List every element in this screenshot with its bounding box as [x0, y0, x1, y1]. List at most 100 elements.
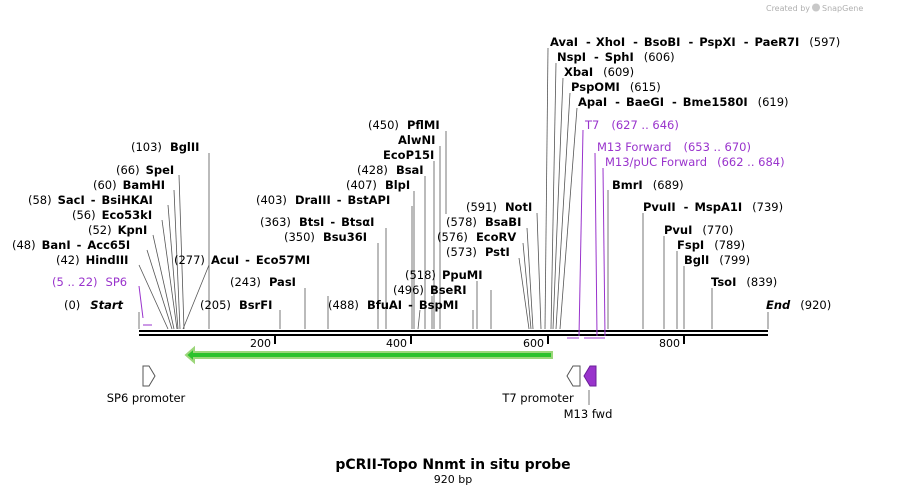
svg-text:800: 800	[659, 337, 680, 350]
site-bgli[interactable]: BglI (799)	[684, 253, 750, 267]
svg-text:(205)BsrFI: (205) BsrFI	[200, 298, 272, 312]
site-bamhi[interactable]: (60) BamHI	[93, 178, 165, 192]
svg-text:(0)Start: (0) Start	[64, 298, 124, 312]
svg-text:(5 .. 22)SP6: (5 .. 22) SP6	[52, 275, 127, 289]
svg-text:(48)BanI-Acc65I: (48) BanI - Acc65I	[12, 238, 130, 252]
site-pflmi[interactable]: (450) PflMI	[368, 118, 440, 132]
svg-text:BmrI(689): BmrI (689)	[612, 178, 684, 192]
svg-text:(573)PstI: (573) PstI	[446, 245, 510, 259]
site-acui[interactable]: (277) AcuI - Eco57MI	[174, 253, 310, 267]
site-m13-puc-forward[interactable]: M13/pUC Forward (662 .. 684)	[605, 155, 785, 169]
site-draiii[interactable]: (403) DraIII - BstAPI	[256, 193, 390, 207]
svg-text:TsoI(839): TsoI (839)	[711, 275, 777, 289]
site-bmri[interactable]: BmrI (689)	[612, 178, 684, 192]
svg-text:(103)BglII: (103) BglII	[131, 140, 199, 154]
end-label[interactable]: End (920)	[766, 298, 831, 312]
site-bsai[interactable]: (428) BsaI	[357, 163, 424, 177]
map-length: 920 bp	[434, 473, 472, 486]
site-pvuii[interactable]: PvuII - MspA1I (739)	[643, 200, 783, 214]
svg-text:(42)HindIII: (42) HindIII	[56, 253, 128, 267]
site-btsi[interactable]: (363) BtsI - BtsαI	[260, 215, 374, 229]
m13-fwd-label: M13 fwd	[564, 407, 613, 421]
svg-text:End(920): End (920)	[766, 298, 831, 312]
site-ppumi[interactable]: (518) PpuMI	[405, 268, 483, 282]
svg-text:PvuI(770): PvuI (770)	[664, 223, 733, 237]
svg-text:(243)PasI: (243) PasI	[230, 275, 296, 289]
sp6-promoter[interactable]: SP6 promoter	[107, 365, 186, 405]
site-ecorv[interactable]: (576) EcoRV	[437, 230, 516, 244]
insert-arrow[interactable]	[184, 345, 553, 365]
site-avai[interactable]: AvaI - XhoI - BsoBI - PspXI - PaeR7I (597)	[550, 35, 840, 49]
site-hindiii[interactable]: (42) HindIII	[56, 253, 128, 267]
axis-tick-200: 200	[250, 336, 276, 350]
svg-text:(56)Eco53kI: (56) Eco53kI	[72, 208, 152, 222]
svg-text:(450)PflMI: (450) PflMI	[368, 118, 440, 132]
site-fspi[interactable]: FspI (789)	[677, 238, 745, 252]
site-pspomi[interactable]: PspOMI (615)	[571, 80, 661, 94]
svg-text:T7(627 .. 646): T7 (627 .. 646)	[584, 118, 679, 132]
svg-text:EcoP15I: EcoP15I	[383, 148, 434, 162]
site-bglii[interactable]: (103) BglII	[131, 140, 199, 154]
site-psti[interactable]: (573) PstI	[446, 245, 510, 259]
m13-fwd[interactable]: M13 fwd	[564, 365, 613, 421]
svg-text:(58)SacI-BsiHKAI: (58) SacI - BsiHKAI	[28, 193, 153, 207]
svg-text:XbaI(609): XbaI (609)	[564, 65, 634, 79]
site-eco53ki[interactable]: (56) Eco53kI	[72, 208, 152, 222]
svg-text:PvuII-MspA1I(739): PvuII - MspA1I (739)	[643, 200, 783, 214]
site-bsrfi[interactable]: (205) BsrFI	[200, 298, 272, 312]
axis-tick-800: 800	[659, 336, 685, 350]
site-bsu36i[interactable]: (350) Bsu36I	[284, 230, 367, 244]
site-tsoi[interactable]: TsoI (839)	[711, 275, 777, 289]
site-sp6[interactable]: (5 .. 22) SP6	[52, 275, 127, 289]
svg-text:(488)BfuAI-BspMI: (488) BfuAI - BspMI	[328, 298, 458, 312]
svg-text:PspOMI(615): PspOMI (615)	[571, 80, 661, 94]
svg-text:(496)BseRI: (496) BseRI	[393, 283, 466, 297]
site-bsabi[interactable]: (578) BsaBI	[446, 215, 521, 229]
svg-text:(60)BamHI: (60) BamHI	[93, 178, 165, 192]
site-spei[interactable]: (66) SpeI	[116, 163, 174, 177]
site-pvui[interactable]: PvuI (770)	[664, 223, 733, 237]
sp6-promoter-label: SP6 promoter	[107, 391, 186, 405]
site-bseri[interactable]: (496) BseRI	[393, 283, 466, 297]
svg-text:400: 400	[386, 337, 407, 350]
svg-text:(578)BsaBI: (578) BsaBI	[446, 215, 521, 229]
svg-text:(407)BlpI: (407) BlpI	[346, 178, 410, 192]
site-pasi[interactable]: (243) PasI	[230, 275, 296, 289]
site-m13-forward[interactable]: M13 Forward (653 .. 670)	[597, 140, 751, 154]
site-alwni[interactable]: AlwNI	[398, 133, 435, 147]
svg-text:200: 200	[250, 337, 271, 350]
backbone[interactable]	[139, 330, 768, 336]
site-xbai[interactable]: XbaI (609)	[564, 65, 634, 79]
t7-promoter-label: T7 promoter	[501, 391, 574, 405]
svg-text:FspI(789): FspI (789)	[677, 238, 745, 252]
site-ecop15i[interactable]: EcoP15I	[383, 148, 434, 162]
svg-text:BglI(799): BglI (799)	[684, 253, 750, 267]
svg-text:(403)DraIII-BstAPI: (403) DraIII - BstAPI	[256, 193, 390, 207]
site-bfuai[interactable]: (488) BfuAI - BspMI	[328, 298, 458, 312]
t7-promoter[interactable]: T7 promoter	[501, 365, 581, 405]
site-kpni[interactable]: (52) KpnI	[88, 223, 147, 237]
site-nspi[interactable]: NspI - SphI (606)	[557, 50, 675, 64]
svg-text:(277)AcuI-Eco57MI: (277) AcuI - Eco57MI	[174, 253, 310, 267]
site-apai[interactable]: ApaI - BaeGI - Bme1580I (619)	[578, 95, 789, 109]
svg-text:ApaI-BaeGI-Bme1580I(619): ApaI - BaeGI - Bme1580I (619)	[578, 95, 789, 109]
svg-text:(66)SpeI: (66) SpeI	[116, 163, 174, 177]
axis-tick-400: 400	[386, 336, 412, 350]
start-label[interactable]: (0) Start	[64, 298, 124, 312]
map-title: pCRII-Topo Nnmt in situ probe	[335, 457, 570, 473]
leader-lines	[138, 47, 769, 330]
svg-text:(576)EcoRV: (576) EcoRV	[437, 230, 516, 244]
svg-text:NspI-SphI(606): NspI - SphI (606)	[557, 50, 675, 64]
site-blpi[interactable]: (407) BlpI	[346, 178, 410, 192]
site-noti[interactable]: (591) NotI	[466, 200, 532, 214]
site-bani[interactable]: (48) BanI - Acc65I	[12, 238, 130, 252]
svg-text:600: 600	[523, 337, 544, 350]
site-saci[interactable]: (58) SacI - BsiHKAI	[28, 193, 153, 207]
svg-text:AlwNI: AlwNI	[398, 133, 435, 147]
axis-tick-600: 600	[523, 336, 549, 350]
site-t7[interactable]: T7 (627 .. 646)	[584, 118, 679, 132]
svg-text:(350)Bsu36I: (350) Bsu36I	[284, 230, 367, 244]
svg-text:M13/pUC Forward(662 .. 684): M13/pUC Forward (662 .. 684)	[605, 155, 785, 169]
svg-text:(428)BsaI: (428) BsaI	[357, 163, 424, 177]
